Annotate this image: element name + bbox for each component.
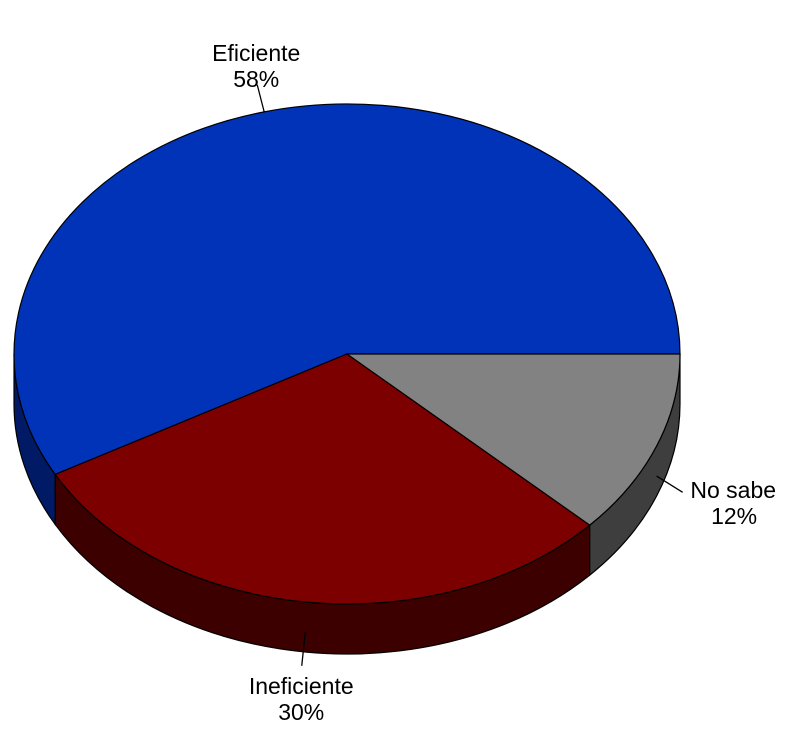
pie-slices	[13, 103, 681, 605]
leader-ineficiente	[301, 631, 306, 666]
label-name-ineficiente: Ineficiente	[249, 673, 354, 699]
label-value-eficiente: 58%	[233, 66, 279, 92]
label-leader-lines	[256, 84, 683, 666]
label-name-eficiente: Eficiente	[212, 40, 300, 66]
slice-ineficiente	[54, 353, 591, 605]
slice-no-sabe	[345, 353, 681, 526]
label-name-no-sabe: No sabe	[690, 477, 776, 503]
leader-eficiente	[256, 84, 265, 113]
label-value-no-sabe: 12%	[711, 503, 757, 529]
leader-no-sabe	[656, 475, 683, 493]
label-value-ineficiente: 30%	[278, 699, 324, 725]
